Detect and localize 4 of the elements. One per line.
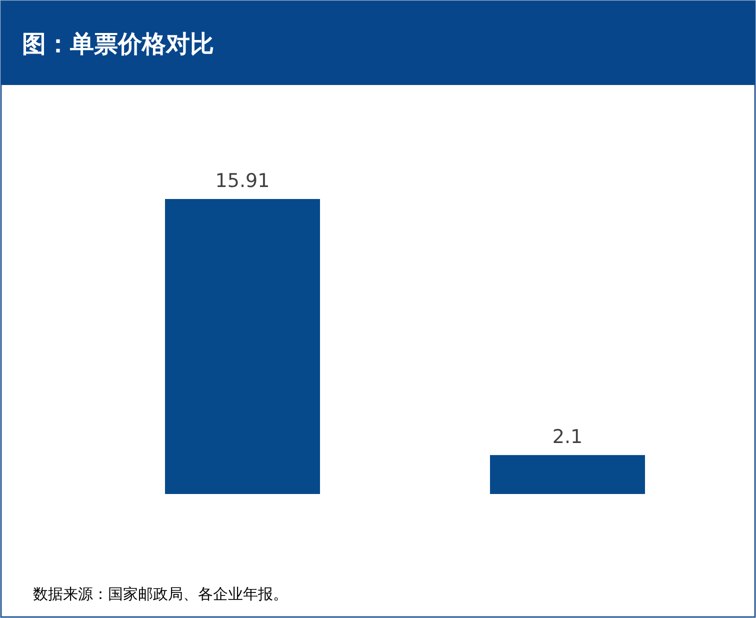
data-label: 15.91	[215, 170, 270, 192]
source-note: 数据来源：国家邮政局、各企业年报。	[33, 585, 288, 603]
data-label: 2.1	[552, 426, 583, 448]
chart-title: 图：单票价格对比	[22, 30, 214, 58]
